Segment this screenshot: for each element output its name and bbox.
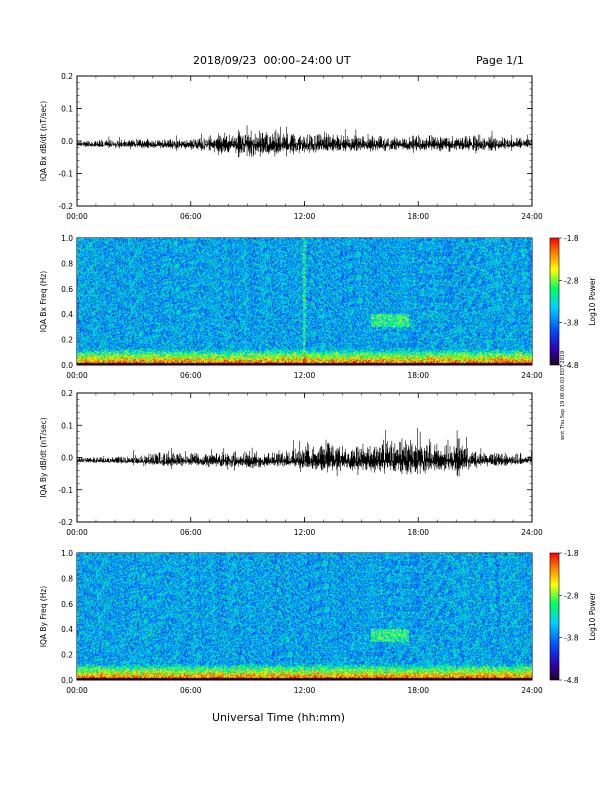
x-tick-label: 24:00 [521, 686, 543, 695]
colorbar-label: Log10 Power [588, 277, 597, 326]
trace-line-series-3 [76, 428, 533, 477]
bx-spectrogram [77, 238, 532, 365]
x-tick-label: 00:00 [66, 212, 88, 221]
colorbar-tick-label: -4.8 [564, 361, 579, 370]
colorbar-tick-label: -4.8 [564, 676, 579, 685]
colorbar-tick-label: -2.8 [564, 276, 579, 285]
x-tick-label: 24:00 [521, 528, 543, 537]
x-tick-label: 18:00 [407, 686, 429, 695]
colorbar-tick-label: -3.8 [564, 319, 579, 328]
x-tick-label: 24:00 [521, 371, 543, 380]
x-tick-label: 06:00 [180, 212, 202, 221]
page-title: 2018/09/23 00:00–24:00 UT [193, 54, 351, 67]
by-spectrogram [77, 553, 532, 680]
y-tick-label: 1.0 [61, 234, 73, 243]
x-tick-label: 00:00 [66, 686, 88, 695]
colorbar [549, 552, 560, 681]
page-number: Page 1/1 [476, 54, 524, 67]
colorbar-tick-label: -1.8 [564, 549, 579, 558]
x-tick-label: 06:00 [180, 371, 202, 380]
y-tick-label: 0.2 [61, 72, 73, 81]
y-axis-label: IQA By dB/dt (nT/sec) [39, 417, 48, 498]
y-tick-label: 0.6 [61, 285, 73, 294]
y-tick-label: 0.1 [61, 105, 73, 114]
y-axis-label: IQA Bx dB/dt (nT/sec) [39, 101, 48, 182]
x-tick-label: 06:00 [180, 528, 202, 537]
x-tick-label: 00:00 [66, 371, 88, 380]
x-tick-label: 18:00 [407, 371, 429, 380]
y-tick-label: 0.2 [61, 336, 73, 345]
y-tick-label: -0.1 [58, 170, 73, 179]
y-tick-label: 0.0 [61, 137, 73, 146]
y-tick-label: -0.1 [58, 486, 73, 495]
colorbar-tick-label: -3.8 [564, 634, 579, 643]
y-tick-label: 0.1 [61, 421, 73, 430]
y-tick-label: 0.4 [61, 310, 73, 319]
x-tick-label: 18:00 [407, 212, 429, 221]
y-tick-label: 0.0 [61, 676, 73, 685]
y-axis-label: IQA By Freq (Hz) [39, 586, 48, 648]
colorbar-tick-label: -1.8 [564, 234, 579, 243]
colorbar [549, 237, 560, 366]
y-axis-label: IQA Bx Freq (Hz) [39, 271, 48, 333]
colorbar-tick-label: -2.8 [564, 591, 579, 600]
y-tick-label: -0.2 [58, 202, 73, 211]
y-tick-label: 0.6 [61, 600, 73, 609]
x-tick-label: 12:00 [294, 371, 316, 380]
y-tick-label: 0.4 [61, 625, 73, 634]
y-tick-label: 0.0 [61, 361, 73, 370]
x-tick-label: 00:00 [66, 528, 88, 537]
trace-line-series-1 [76, 125, 533, 158]
x-tick-label: 12:00 [294, 212, 316, 221]
x-axis-title: Universal Time (hh:mm) [212, 711, 345, 724]
y-tick-label: -0.2 [58, 518, 73, 527]
x-tick-label: 18:00 [407, 528, 429, 537]
y-tick-label: 0.2 [61, 389, 73, 398]
y-tick-label: 1.0 [61, 549, 73, 558]
plot-timestamp-note: wnt Thu Sep 19 08:00:03 EDT 2019 [560, 350, 566, 440]
x-tick-label: 12:00 [294, 528, 316, 537]
y-tick-label: 0.8 [61, 574, 73, 583]
y-tick-label: 0.2 [61, 651, 73, 660]
x-tick-label: 24:00 [521, 212, 543, 221]
y-tick-label: 0.0 [61, 454, 73, 463]
y-tick-label: 0.8 [61, 259, 73, 268]
x-tick-label: 12:00 [294, 686, 316, 695]
x-tick-label: 06:00 [180, 686, 202, 695]
colorbar-label: Log10 Power [588, 592, 597, 641]
